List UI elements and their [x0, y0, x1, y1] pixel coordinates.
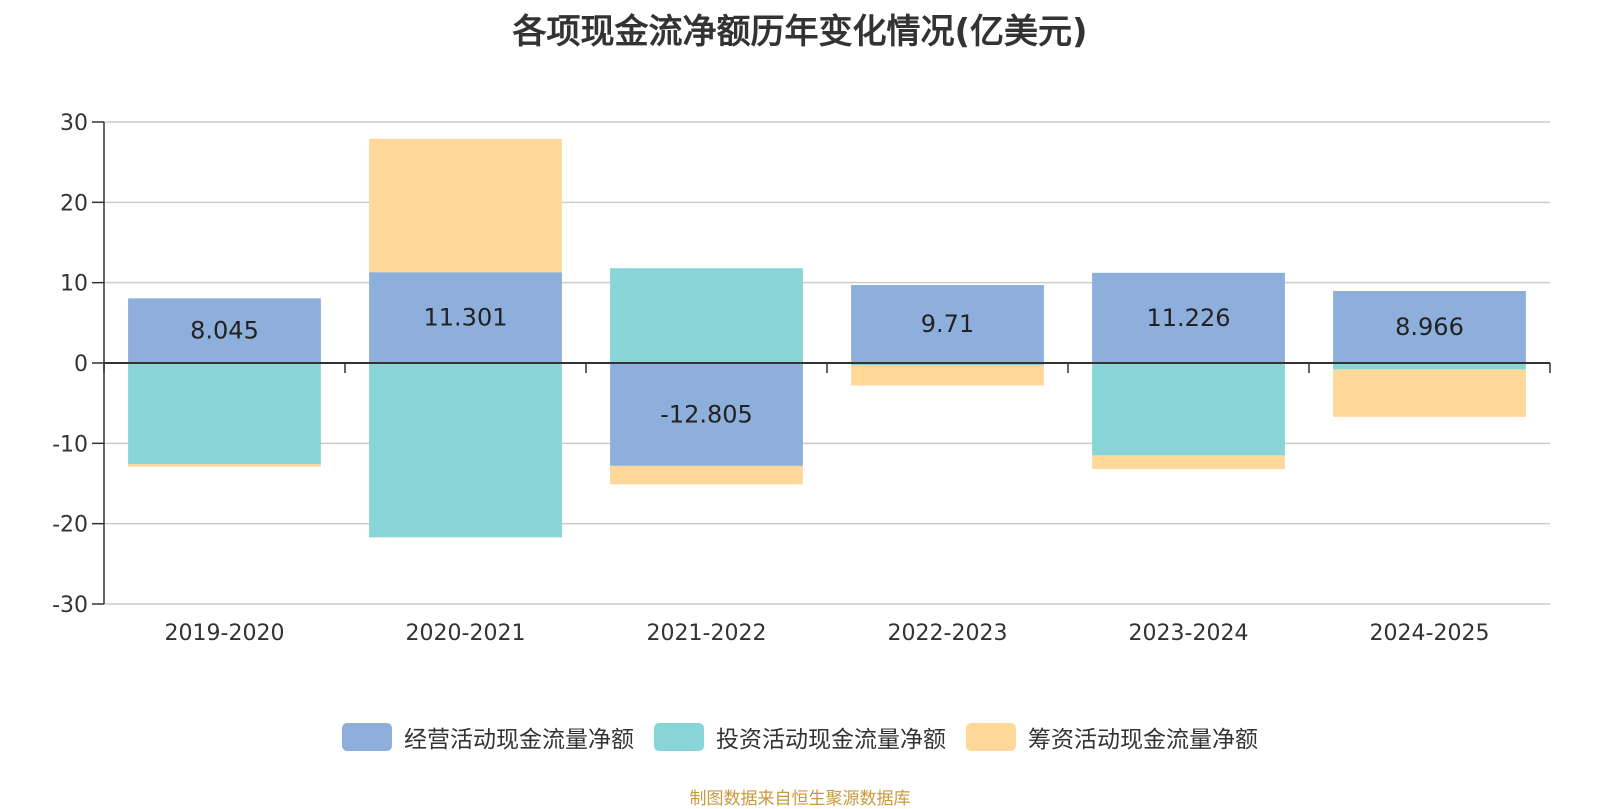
data-label: 8.045	[190, 317, 259, 345]
y-tick-label: 20	[60, 191, 88, 216]
y-tick-label: -20	[52, 513, 88, 538]
bar-1-2022-2023	[851, 284, 1044, 363]
gridlines	[104, 121, 1550, 605]
x-tick-label: 2024-2025	[1370, 621, 1490, 646]
y-tick-label: 30	[60, 111, 88, 136]
legend-label: 投资活动现金流量净额	[716, 727, 946, 753]
bar-2-2022-2023	[851, 363, 1044, 366]
bar-1-2021-2022	[610, 363, 803, 466]
data-label: 9.71	[921, 310, 974, 338]
bar-1-2023-2024	[1092, 272, 1285, 363]
y-tick-label: -10	[52, 432, 88, 457]
bar-3-2019-2020	[128, 464, 321, 467]
bar-3-2022-2023	[851, 365, 1044, 386]
bar-1-2024-2025	[1333, 290, 1526, 363]
y-tick-label: -30	[52, 593, 88, 618]
y-tick-label: 0	[74, 352, 88, 377]
bar-2-2020-2021	[369, 363, 562, 538]
legend-item-2[interactable]: 投资活动现金流量净额	[654, 720, 946, 754]
chart-title: 各项现金流净额历年变化情况(亿美元)	[512, 12, 1088, 52]
legend-swatch	[342, 723, 392, 751]
bar-3-2023-2024	[1092, 455, 1285, 470]
data-label: -12.805	[660, 400, 753, 428]
legend-label: 经营活动现金流量净额	[404, 727, 634, 753]
x-tick-label: 2023-2024	[1129, 621, 1249, 646]
bar-marks	[128, 138, 1526, 538]
bar-3-2024-2025	[1333, 369, 1526, 417]
data-labels: 8.045 11.301 -12.805 9.71 11.226 8.966	[190, 304, 1464, 429]
data-label: 8.966	[1395, 313, 1464, 341]
data-label: 11.301	[424, 304, 508, 332]
x-tick-label: 2021-2022	[647, 621, 767, 646]
data-label: 11.226	[1147, 304, 1231, 332]
axes: 30 20 10 0 -10 -20 -30 2019-2020 2020-2021 2021-2…	[52, 111, 1551, 646]
bar-2-2021-2022	[610, 268, 803, 363]
bar-2-2019-2020	[128, 363, 321, 465]
y-tick-label: 10	[60, 272, 88, 297]
bar-3-2021-2022	[610, 465, 803, 485]
stacked-bar-chart: 30 20 10 0 -10 -20 -30 2019-2020 2020-2021 2021-2…	[52, 111, 1551, 646]
legend-item-3[interactable]: 筹资活动现金流量净额	[966, 720, 1258, 754]
legend: 经营活动现金流量净额 投资活动现金流量净额 筹资活动现金流量净额	[0, 720, 1600, 754]
legend-swatch	[966, 723, 1016, 751]
legend-item-1[interactable]: 经营活动现金流量净额	[342, 720, 634, 754]
bar-2-2023-2024	[1092, 363, 1285, 456]
bar-1-2019-2020	[128, 298, 321, 363]
source-note: 制图数据来自恒生聚源数据库	[689, 789, 911, 809]
bar-2-2024-2025	[1333, 363, 1526, 370]
legend-label: 筹资活动现金流量净额	[1028, 727, 1258, 753]
x-tick-label: 2022-2023	[888, 621, 1008, 646]
legend-swatch	[654, 723, 704, 751]
x-tick-label: 2020-2021	[406, 621, 526, 646]
bar-1-2020-2021	[369, 272, 562, 363]
x-tick-label: 2019-2020	[165, 621, 285, 646]
bar-3-2020-2021	[369, 138, 562, 273]
